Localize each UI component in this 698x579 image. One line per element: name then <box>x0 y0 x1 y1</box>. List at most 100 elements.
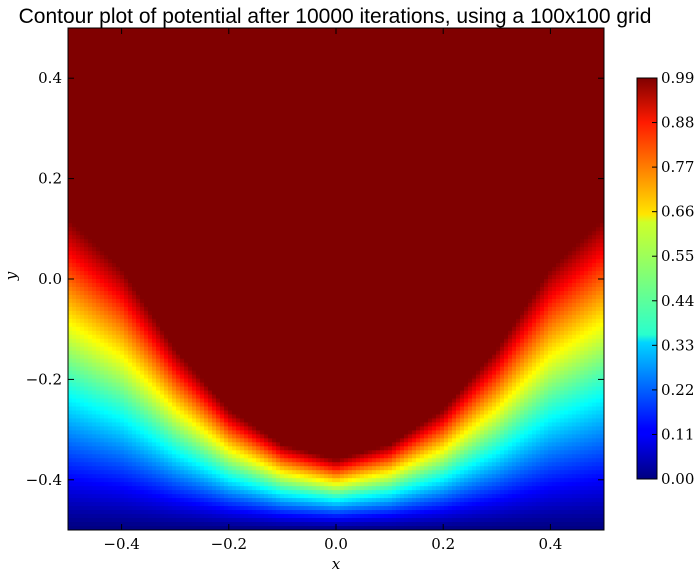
field-cell <box>172 155 177 161</box>
field-cell <box>500 35 505 41</box>
field-cell <box>444 111 449 117</box>
field-cell <box>380 51 385 57</box>
field-cell <box>204 139 209 145</box>
field-cell <box>260 28 265 33</box>
field-cell <box>148 103 153 109</box>
field-cell <box>396 91 401 97</box>
field-cell <box>480 47 485 53</box>
field-cell <box>380 103 385 109</box>
field-cell <box>476 167 481 173</box>
field-cell <box>300 75 305 81</box>
field-cell <box>292 159 297 165</box>
field-cell <box>444 51 449 57</box>
field-cell <box>372 31 377 37</box>
field-cell <box>388 39 393 45</box>
field-cell <box>568 167 573 173</box>
field-cell <box>456 111 461 117</box>
field-cell <box>204 131 209 137</box>
field-cell <box>244 79 249 85</box>
field-cell <box>332 28 337 33</box>
field-cell <box>320 87 325 93</box>
field-cell <box>224 123 229 129</box>
field-cell <box>540 87 545 93</box>
field-cell <box>88 87 93 93</box>
field-cell <box>332 51 337 57</box>
field-cell <box>392 71 397 77</box>
field-cell <box>364 75 369 81</box>
field-cell <box>164 111 169 117</box>
field-cell <box>292 75 297 81</box>
field-cell <box>460 63 465 69</box>
field-cell <box>112 39 117 45</box>
field-cell <box>340 71 345 77</box>
field-cell <box>208 83 213 89</box>
field-cell <box>544 135 549 141</box>
field-cell <box>280 51 285 57</box>
field-cell <box>504 63 509 69</box>
field-cell <box>340 151 345 157</box>
field-cell <box>148 67 153 73</box>
field-cell <box>352 39 357 45</box>
field-cell <box>560 87 565 93</box>
field-cell <box>76 119 81 125</box>
field-cell <box>520 31 525 37</box>
field-cell <box>352 107 357 113</box>
field-cell <box>364 171 369 177</box>
field-cell <box>572 119 577 125</box>
field-cell <box>164 99 169 105</box>
field-cell <box>216 47 221 53</box>
field-cell <box>448 159 453 165</box>
field-cell <box>236 151 241 157</box>
field-cell <box>224 79 229 85</box>
field-cell <box>320 103 325 109</box>
field-cell <box>536 83 541 89</box>
field-cell <box>400 67 405 73</box>
field-cell <box>516 35 521 41</box>
field-cell <box>216 175 221 180</box>
field-cell <box>228 171 233 177</box>
field-cell <box>248 67 253 73</box>
field-cell <box>160 31 165 37</box>
field-cell <box>368 87 373 93</box>
field-cell <box>308 28 313 33</box>
field-cell <box>460 83 465 89</box>
field-cell <box>252 151 257 157</box>
field-cell <box>496 87 501 93</box>
field-cell <box>444 159 449 165</box>
field-cell <box>148 123 153 129</box>
field-cell <box>196 163 201 169</box>
field-cell <box>116 111 121 117</box>
field-cell <box>240 151 245 157</box>
field-cell <box>100 151 105 157</box>
field-cell <box>188 151 193 157</box>
field-cell <box>180 83 185 89</box>
field-cell <box>164 67 169 73</box>
field-cell <box>104 115 109 121</box>
field-cell <box>292 51 297 57</box>
field-cell <box>264 55 269 61</box>
field-cell <box>428 67 433 73</box>
field-cell <box>200 123 205 129</box>
field-cell <box>228 135 233 141</box>
field-cell <box>488 55 493 61</box>
field-cell <box>360 147 365 153</box>
field-cell <box>492 67 497 73</box>
field-cell <box>572 35 577 41</box>
field-cell <box>272 171 277 177</box>
field-cell <box>472 55 477 61</box>
field-cell <box>384 163 389 169</box>
field-cell <box>464 115 469 121</box>
field-cell <box>152 135 157 141</box>
field-cell <box>248 63 253 69</box>
field-cell <box>540 59 545 65</box>
field-cell <box>152 151 157 157</box>
field-cell <box>392 55 397 61</box>
field-cell <box>568 95 573 101</box>
field-cell <box>592 147 597 153</box>
field-cell <box>420 123 425 129</box>
field-cell <box>560 115 565 121</box>
field-cell <box>552 163 557 169</box>
field-cell <box>556 43 561 49</box>
field-cell <box>180 147 185 153</box>
field-cell <box>488 159 493 165</box>
